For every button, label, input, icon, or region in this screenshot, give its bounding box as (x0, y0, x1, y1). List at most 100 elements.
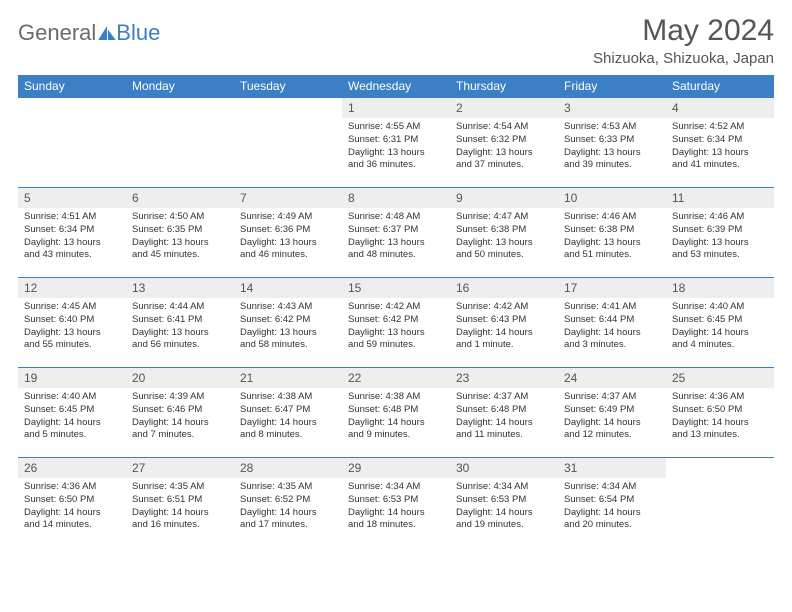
weekday-header: Wednesday (342, 75, 450, 98)
day-details: Sunrise: 4:42 AMSunset: 6:43 PMDaylight:… (450, 298, 558, 358)
day-details: Sunrise: 4:52 AMSunset: 6:34 PMDaylight:… (666, 118, 774, 178)
day-number: 6 (126, 188, 234, 208)
weekday-header: Thursday (450, 75, 558, 98)
weekday-header: Tuesday (234, 75, 342, 98)
calendar-day-cell: 22Sunrise: 4:38 AMSunset: 6:48 PMDayligh… (342, 368, 450, 458)
brand-logo: General Blue (18, 20, 160, 46)
day-details: Sunrise: 4:36 AMSunset: 6:50 PMDaylight:… (666, 388, 774, 448)
calendar-day-cell: 7Sunrise: 4:49 AMSunset: 6:36 PMDaylight… (234, 188, 342, 278)
day-number: 10 (558, 188, 666, 208)
calendar-day-cell: 8Sunrise: 4:48 AMSunset: 6:37 PMDaylight… (342, 188, 450, 278)
day-number: 14 (234, 278, 342, 298)
day-number: 31 (558, 458, 666, 478)
day-details: Sunrise: 4:51 AMSunset: 6:34 PMDaylight:… (18, 208, 126, 268)
day-details: Sunrise: 4:37 AMSunset: 6:48 PMDaylight:… (450, 388, 558, 448)
weekday-header: Sunday (18, 75, 126, 98)
brand-part1: General (18, 20, 96, 46)
day-details: Sunrise: 4:36 AMSunset: 6:50 PMDaylight:… (18, 478, 126, 538)
weekday-header: Monday (126, 75, 234, 98)
day-number: 25 (666, 368, 774, 388)
day-number: 29 (342, 458, 450, 478)
calendar-day-cell: 5Sunrise: 4:51 AMSunset: 6:34 PMDaylight… (18, 188, 126, 278)
calendar-day-cell: 26Sunrise: 4:36 AMSunset: 6:50 PMDayligh… (18, 458, 126, 548)
calendar-day-cell: 3Sunrise: 4:53 AMSunset: 6:33 PMDaylight… (558, 98, 666, 188)
page-title: May 2024 (593, 14, 774, 48)
calendar-day-cell: 9Sunrise: 4:47 AMSunset: 6:38 PMDaylight… (450, 188, 558, 278)
day-details: Sunrise: 4:40 AMSunset: 6:45 PMDaylight:… (18, 388, 126, 448)
calendar-week-row: 12Sunrise: 4:45 AMSunset: 6:40 PMDayligh… (18, 278, 774, 368)
calendar-week-row: 26Sunrise: 4:36 AMSunset: 6:50 PMDayligh… (18, 458, 774, 548)
day-number: 9 (450, 188, 558, 208)
calendar-day-cell: 30Sunrise: 4:34 AMSunset: 6:53 PMDayligh… (450, 458, 558, 548)
day-number: 5 (18, 188, 126, 208)
day-details: Sunrise: 4:45 AMSunset: 6:40 PMDaylight:… (18, 298, 126, 358)
day-details: Sunrise: 4:55 AMSunset: 6:31 PMDaylight:… (342, 118, 450, 178)
day-number: 18 (666, 278, 774, 298)
calendar-day-cell: 4Sunrise: 4:52 AMSunset: 6:34 PMDaylight… (666, 98, 774, 188)
calendar-day-cell (234, 98, 342, 188)
day-details: Sunrise: 4:46 AMSunset: 6:38 PMDaylight:… (558, 208, 666, 268)
day-number: 13 (126, 278, 234, 298)
calendar-day-cell: 15Sunrise: 4:42 AMSunset: 6:42 PMDayligh… (342, 278, 450, 368)
calendar-week-row: 19Sunrise: 4:40 AMSunset: 6:45 PMDayligh… (18, 368, 774, 458)
calendar-day-cell: 29Sunrise: 4:34 AMSunset: 6:53 PMDayligh… (342, 458, 450, 548)
day-number: 2 (450, 98, 558, 118)
day-number: 26 (18, 458, 126, 478)
day-number: 24 (558, 368, 666, 388)
calendar-day-cell: 17Sunrise: 4:41 AMSunset: 6:44 PMDayligh… (558, 278, 666, 368)
day-details: Sunrise: 4:34 AMSunset: 6:53 PMDaylight:… (450, 478, 558, 538)
day-details: Sunrise: 4:47 AMSunset: 6:38 PMDaylight:… (450, 208, 558, 268)
day-number: 21 (234, 368, 342, 388)
calendar-week-row: 1Sunrise: 4:55 AMSunset: 6:31 PMDaylight… (18, 98, 774, 188)
day-details: Sunrise: 4:42 AMSunset: 6:42 PMDaylight:… (342, 298, 450, 358)
calendar-day-cell: 18Sunrise: 4:40 AMSunset: 6:45 PMDayligh… (666, 278, 774, 368)
title-block: May 2024 Shizuoka, Shizuoka, Japan (593, 14, 774, 67)
weekday-header-row: SundayMondayTuesdayWednesdayThursdayFrid… (18, 75, 774, 98)
weekday-header: Saturday (666, 75, 774, 98)
day-details: Sunrise: 4:54 AMSunset: 6:32 PMDaylight:… (450, 118, 558, 178)
day-details: Sunrise: 4:40 AMSunset: 6:45 PMDaylight:… (666, 298, 774, 358)
calendar-day-cell: 13Sunrise: 4:44 AMSunset: 6:41 PMDayligh… (126, 278, 234, 368)
calendar-day-cell: 24Sunrise: 4:37 AMSunset: 6:49 PMDayligh… (558, 368, 666, 458)
calendar-day-cell: 27Sunrise: 4:35 AMSunset: 6:51 PMDayligh… (126, 458, 234, 548)
day-details: Sunrise: 4:53 AMSunset: 6:33 PMDaylight:… (558, 118, 666, 178)
calendar-day-cell: 12Sunrise: 4:45 AMSunset: 6:40 PMDayligh… (18, 278, 126, 368)
day-number: 19 (18, 368, 126, 388)
day-number: 27 (126, 458, 234, 478)
calendar-day-cell: 20Sunrise: 4:39 AMSunset: 6:46 PMDayligh… (126, 368, 234, 458)
calendar-day-cell: 28Sunrise: 4:35 AMSunset: 6:52 PMDayligh… (234, 458, 342, 548)
calendar-day-cell: 11Sunrise: 4:46 AMSunset: 6:39 PMDayligh… (666, 188, 774, 278)
day-details: Sunrise: 4:38 AMSunset: 6:47 PMDaylight:… (234, 388, 342, 448)
day-number: 7 (234, 188, 342, 208)
day-details: Sunrise: 4:41 AMSunset: 6:44 PMDaylight:… (558, 298, 666, 358)
day-details: Sunrise: 4:48 AMSunset: 6:37 PMDaylight:… (342, 208, 450, 268)
calendar-table: SundayMondayTuesdayWednesdayThursdayFrid… (18, 75, 774, 548)
calendar-day-cell: 10Sunrise: 4:46 AMSunset: 6:38 PMDayligh… (558, 188, 666, 278)
day-details: Sunrise: 4:43 AMSunset: 6:42 PMDaylight:… (234, 298, 342, 358)
day-number: 12 (18, 278, 126, 298)
calendar-day-cell: 23Sunrise: 4:37 AMSunset: 6:48 PMDayligh… (450, 368, 558, 458)
calendar-day-cell (666, 458, 774, 548)
day-number: 17 (558, 278, 666, 298)
day-number: 4 (666, 98, 774, 118)
day-number: 20 (126, 368, 234, 388)
sail-icon (98, 26, 116, 40)
day-details: Sunrise: 4:37 AMSunset: 6:49 PMDaylight:… (558, 388, 666, 448)
day-details: Sunrise: 4:39 AMSunset: 6:46 PMDaylight:… (126, 388, 234, 448)
day-number: 16 (450, 278, 558, 298)
day-number: 3 (558, 98, 666, 118)
day-number: 11 (666, 188, 774, 208)
calendar-day-cell: 1Sunrise: 4:55 AMSunset: 6:31 PMDaylight… (342, 98, 450, 188)
weekday-header: Friday (558, 75, 666, 98)
calendar-day-cell (126, 98, 234, 188)
day-details: Sunrise: 4:35 AMSunset: 6:52 PMDaylight:… (234, 478, 342, 538)
day-number: 1 (342, 98, 450, 118)
day-number: 22 (342, 368, 450, 388)
day-number: 8 (342, 188, 450, 208)
day-number: 23 (450, 368, 558, 388)
calendar-day-cell (18, 98, 126, 188)
brand-part2: Blue (116, 20, 160, 46)
day-details: Sunrise: 4:46 AMSunset: 6:39 PMDaylight:… (666, 208, 774, 268)
calendar-day-cell: 31Sunrise: 4:34 AMSunset: 6:54 PMDayligh… (558, 458, 666, 548)
day-number: 30 (450, 458, 558, 478)
